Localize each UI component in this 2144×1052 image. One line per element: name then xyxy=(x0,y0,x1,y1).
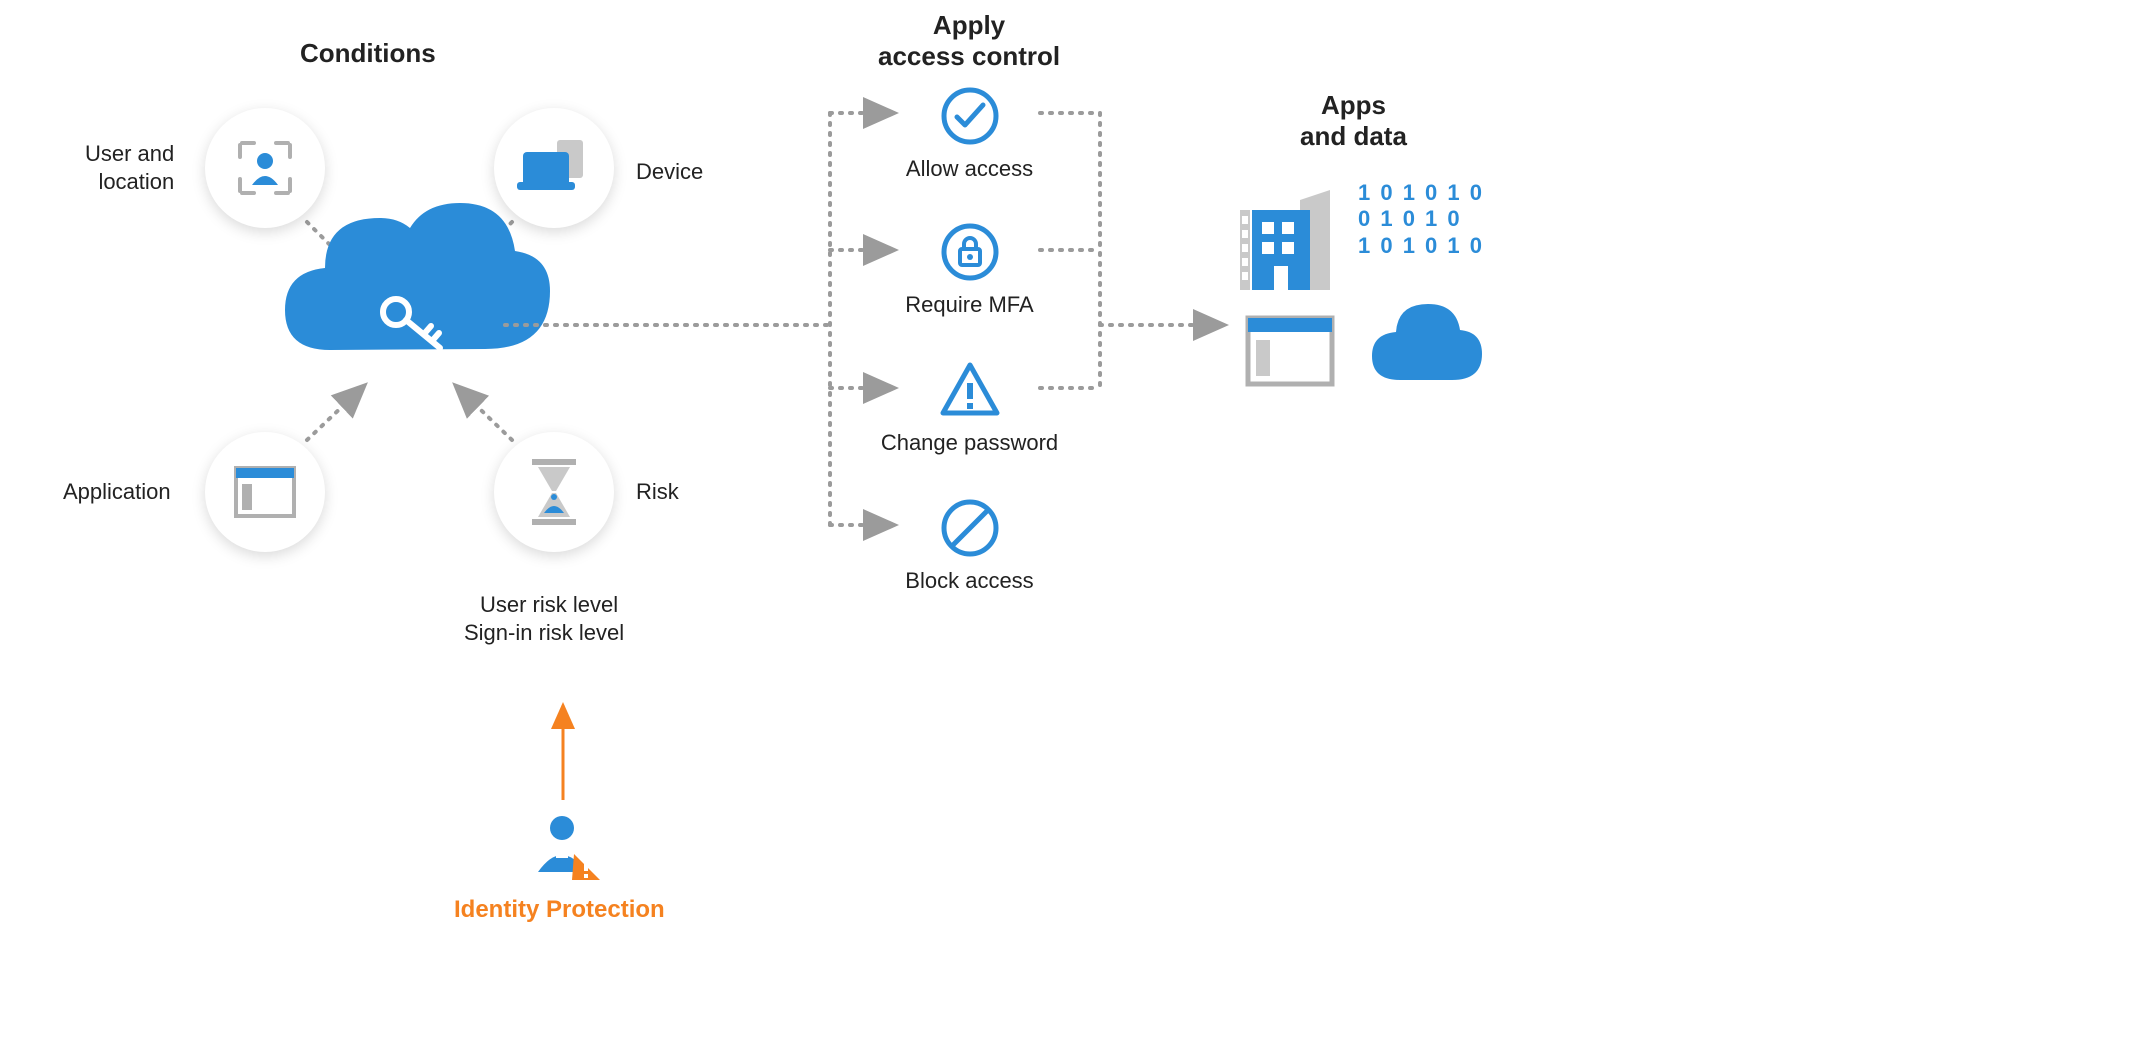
user-location-icon xyxy=(230,133,300,203)
heading-access-control: Apply access control xyxy=(878,10,1060,72)
application-icon xyxy=(230,462,300,522)
ctrl-change: Change password xyxy=(877,356,1062,456)
condition-application xyxy=(205,432,325,552)
heading-apps: Apps and data xyxy=(1300,90,1407,152)
risk-sub2: Sign-in risk level xyxy=(464,620,624,646)
label-device: Device xyxy=(636,158,703,186)
ctrl-block-label: Block access xyxy=(897,568,1042,594)
apps-block: 1 0 1 0 1 0 0 1 0 1 0 1 0 1 0 1 0 xyxy=(1240,180,1490,405)
label-application: Application xyxy=(63,478,171,506)
check-circle-icon xyxy=(936,82,1004,150)
ctrl-mfa: Require MFA xyxy=(897,218,1042,318)
heading-conditions: Conditions xyxy=(300,38,436,69)
condition-device xyxy=(494,108,614,228)
label-user-location: User and location xyxy=(85,140,174,195)
hourglass-icon xyxy=(526,457,582,527)
condition-risk xyxy=(494,432,614,552)
label-risk: Risk xyxy=(636,478,679,506)
identity-protection-label: Identity Protection xyxy=(454,896,665,924)
ctrl-allow-label: Allow access xyxy=(897,156,1042,182)
ctrl-block: Block access xyxy=(897,494,1042,594)
diagram-canvas: Conditions Apply access control Apps and… xyxy=(0,0,1540,1010)
warning-triangle-icon xyxy=(936,356,1004,424)
block-circle-icon xyxy=(936,494,1004,562)
device-icon xyxy=(517,138,591,198)
condition-user-location xyxy=(205,108,325,228)
ctrl-mfa-label: Require MFA xyxy=(897,292,1042,318)
ctrl-allow: Allow access xyxy=(897,82,1042,182)
risk-sub1: User risk level xyxy=(480,592,618,618)
binary-data-text: 1 0 1 0 1 0 0 1 0 1 0 1 0 1 0 1 0 xyxy=(1358,180,1484,259)
identity-protection-icon xyxy=(528,810,604,891)
lock-circle-icon xyxy=(936,218,1004,286)
ctrl-change-label: Change password xyxy=(877,430,1062,456)
